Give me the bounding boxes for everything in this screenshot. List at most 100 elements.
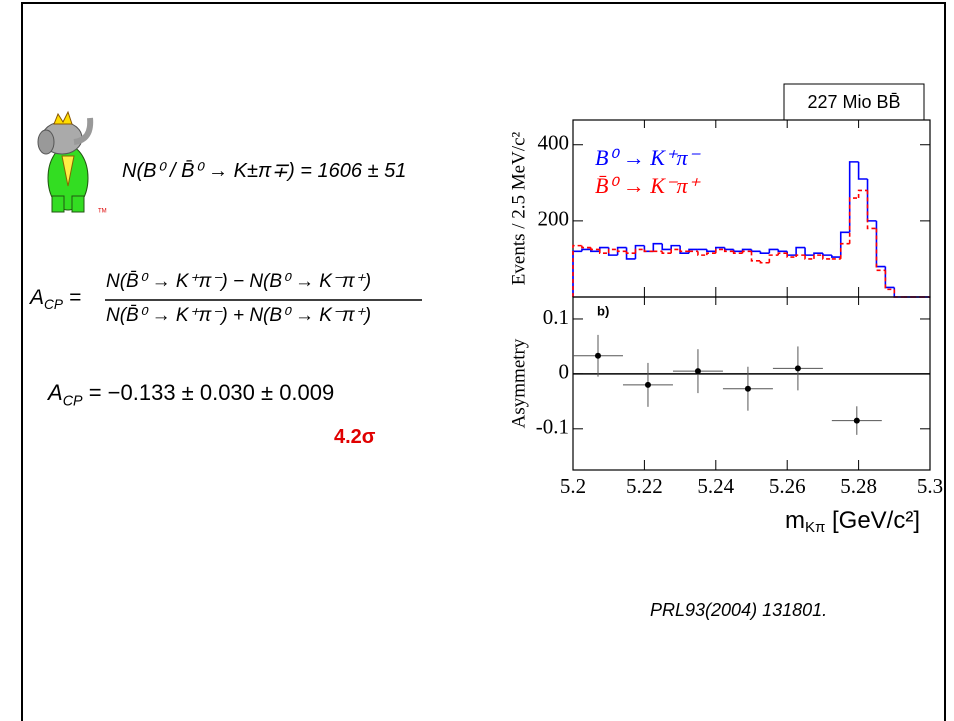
histogram-bin — [581, 248, 591, 252]
histogram-bin — [822, 253, 832, 256]
histogram-bin — [590, 247, 600, 251]
x-label-part: m — [785, 507, 805, 534]
histogram-bin — [813, 254, 823, 259]
acp-lhs: ACP = — [30, 286, 81, 312]
histogram-bin — [777, 252, 788, 256]
histogram-bin — [643, 245, 654, 253]
histogram-bin — [866, 179, 877, 222]
histogram-bin — [625, 251, 636, 255]
histogram-bin — [831, 255, 841, 258]
histogram-bin — [875, 220, 886, 268]
histogram-bin — [706, 252, 716, 256]
acp-result: ACP = −0.133 ± 0.030 ± 0.009 — [48, 380, 334, 409]
slide-border — [21, 2, 946, 721]
symbol: A — [30, 286, 45, 309]
histogram-bin — [723, 247, 734, 251]
histogram-bin — [723, 249, 734, 253]
histogram-bin — [786, 251, 797, 256]
y-tick-label: -0.1 — [536, 415, 569, 439]
histogram-bin — [750, 249, 761, 253]
data-point — [694, 368, 701, 375]
chart: 200 400 Events / 2.5 MeV/c² B⁰ → K⁺π⁻ B̄⁰ → … — [508, 119, 943, 536]
data-point — [744, 385, 751, 392]
histogram-bin — [598, 246, 609, 252]
subscript: CP — [44, 297, 63, 313]
citation: PRL93(2004) 131801. — [650, 600, 828, 620]
y-axis-label: Asymmetry — [508, 338, 529, 428]
data-point — [794, 365, 801, 372]
histogram-bin — [857, 189, 868, 199]
x-tick-label: 5.3 — [917, 474, 943, 498]
histogram-bin — [616, 249, 627, 253]
histogram-bin — [616, 246, 627, 256]
histogram-bin — [661, 251, 672, 255]
histogram-bin — [884, 266, 895, 289]
data-point — [853, 417, 860, 424]
plot-frame — [572, 296, 931, 471]
x-label-part: [GeV/c²] — [825, 507, 920, 534]
histogram-bin — [795, 246, 806, 256]
histogram-bin — [822, 255, 832, 260]
annotation: 227 Mio BB̄ — [807, 92, 900, 112]
equals: = — [68, 286, 82, 309]
histogram-bin — [652, 242, 663, 252]
panel-label: b) — [597, 303, 609, 318]
histogram-bin — [697, 251, 707, 256]
histogram-bin — [857, 161, 868, 180]
x-label-part: Kπ — [805, 519, 825, 536]
value: = −0.133 ± 0.030 ± 0.009 — [88, 380, 335, 405]
histogram-bin — [732, 249, 743, 253]
x-tick-label: 5.28 — [840, 474, 877, 498]
histogram-bin — [768, 254, 779, 263]
histogram-bin — [732, 251, 743, 255]
y-tick-label: 200 — [538, 207, 570, 231]
histogram-bin — [786, 253, 797, 258]
histogram-bin — [804, 247, 814, 256]
histogram-bin — [875, 228, 886, 272]
histogram-bin — [661, 243, 672, 251]
x-tick-label: 5.24 — [697, 474, 734, 498]
histogram-bin — [643, 249, 654, 253]
y-tick-label: 0 — [559, 360, 570, 384]
histogram-bin — [848, 197, 859, 244]
histogram-bin — [634, 244, 645, 259]
x-tick-label: 5.22 — [626, 474, 663, 498]
histogram-bin — [893, 289, 904, 298]
yield-formula: N(B⁰ / B̄⁰ → K±π∓) = 1606 ± 51 — [122, 160, 407, 182]
histogram-bin — [715, 248, 725, 254]
histogram-bin — [839, 231, 850, 258]
histogram-bin — [884, 270, 895, 291]
histogram-bin — [670, 244, 681, 250]
logo-mark: TM — [98, 209, 107, 215]
subscript: CP — [62, 393, 83, 410]
histogram-bin — [670, 248, 681, 254]
y-axis-label: Events / 2.5 MeV/c² — [508, 131, 529, 285]
elephant-logo — [37, 110, 94, 213]
histogram-bin — [679, 249, 690, 253]
y-tick-label: 400 — [538, 131, 570, 155]
data-point — [594, 352, 601, 359]
y-tick-label: 0.1 — [543, 305, 569, 329]
data-point — [644, 381, 651, 388]
legend-entry: B̄⁰ → K⁻π⁺ — [595, 173, 702, 198]
x-axis-label: mKπ [GeV/c²] — [785, 507, 920, 536]
histogram-bin — [866, 190, 877, 230]
histogram-bin — [804, 255, 814, 260]
histogram-bin — [706, 249, 716, 253]
acp-denominator: N(B̄⁰ → K⁺π⁻) + N(B⁰ → K⁻π⁺) — [106, 305, 372, 326]
histogram-bin — [759, 260, 770, 264]
annotation-box — [783, 83, 925, 121]
legend-entry: B⁰ → K⁺π⁻ — [595, 145, 702, 170]
acp-numerator: N(B̄⁰ → K⁺π⁻) − N(B⁰ → K⁻π⁺) — [106, 271, 372, 292]
histogram-bin — [795, 254, 806, 258]
histogram-bin — [679, 245, 690, 255]
histogram-bin — [598, 249, 609, 255]
x-tick-label: 5.26 — [769, 474, 806, 498]
histogram-bin — [634, 248, 645, 254]
histogram-bin — [741, 250, 752, 254]
histogram-bin — [893, 287, 904, 298]
histogram-bin — [777, 249, 788, 253]
histogram-bin — [759, 251, 770, 255]
